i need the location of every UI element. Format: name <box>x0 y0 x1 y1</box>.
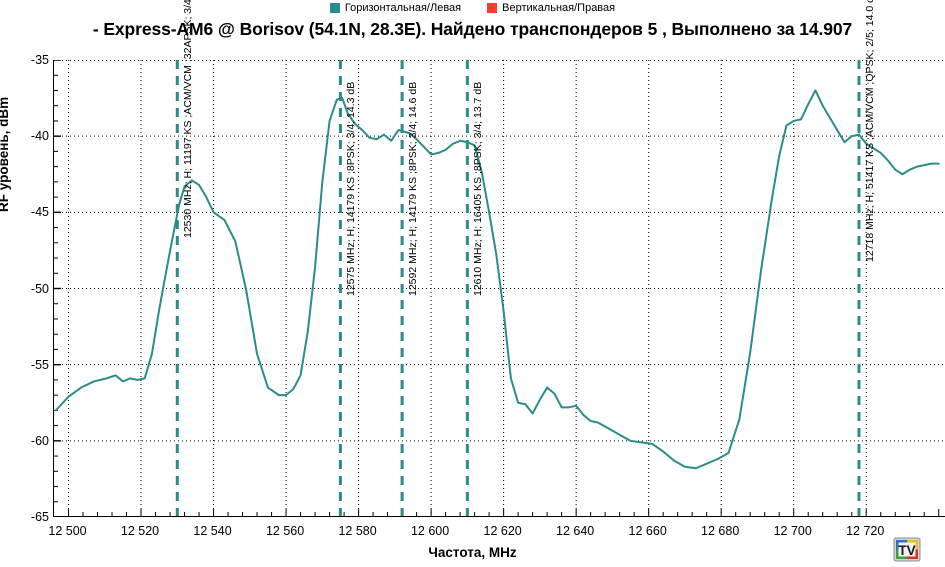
y-tick-label: -50 <box>30 281 49 296</box>
tv-logo: TV <box>893 537 921 562</box>
y-tick-label: -60 <box>30 433 49 448</box>
x-tick-label: 12 520 <box>120 524 160 538</box>
y-tick-label: -55 <box>30 357 49 372</box>
y-axis-tick-labels: -35 -40 -45 -50 -55 -60 -65 <box>0 0 49 567</box>
legend-item-0[interactable]: Горизонтальная/Левая <box>329 2 462 14</box>
transponder-marker-label-4: 12718 MHz; H; 51417 KS ;ACM/VCM ;QPSK; 2… <box>863 0 876 262</box>
x-tick-label: 12 660 <box>628 524 667 538</box>
y-tick-label: -35 <box>30 53 49 67</box>
legend-swatch-icon <box>487 3 498 13</box>
x-tick-label: 12 560 <box>265 524 305 538</box>
x-tick-label: 12 600 <box>410 524 450 538</box>
x-tick-label: 12 700 <box>773 524 812 538</box>
legend-item-1[interactable]: Вертикальная/Правая <box>487 2 615 14</box>
x-axis-title: Частота, MHz <box>428 545 517 560</box>
chart-title: - Express-AM6 @ Borisov (54.1N, 28.3E). … <box>92 19 853 39</box>
legend-swatch-icon <box>329 3 340 13</box>
legend-item-label: Вертикальная/Правая <box>502 2 616 14</box>
x-tick-label: 12 680 <box>701 524 740 538</box>
plot-area <box>53 60 945 517</box>
y-tick-label: -45 <box>30 205 49 220</box>
x-tick-label: 12 720 <box>846 524 885 538</box>
legend-item-label: Горизонтальная/Левая <box>344 2 462 14</box>
spectrum-plot-svg <box>54 60 945 516</box>
transponder-marker-label-0: 12530 MHz; H; 11197 KS ;ACM/VCM ;32APSK;… <box>182 0 195 238</box>
transponder-marker-label-2: 12592 MHz; H; 14179 KS ;8PSK; 3/4; 14.6 … <box>407 81 420 296</box>
y-tick-label: -40 <box>30 129 49 144</box>
x-tick-label: 12 620 <box>483 524 522 538</box>
x-tick-label: 12 500 <box>48 524 87 538</box>
chart-legend: Горизонтальная/Левая Вертикальная/Правая <box>0 2 945 14</box>
svg-text:TV: TV <box>898 543 915 558</box>
transponder-marker-label-3: 12610 MHz; H; 16405 KS ;8PSK; 3/4; 13.7 … <box>472 81 485 296</box>
x-tick-label: 12 580 <box>338 524 377 538</box>
x-tick-label: 12 540 <box>193 524 232 538</box>
series-line-0 <box>54 89 940 470</box>
x-tick-label: 12 640 <box>556 524 595 538</box>
y-tick-label: -65 <box>30 510 49 524</box>
transponder-marker-label-1: 12575 MHz; H; 14179 KS ;8PSK; 3/4; 14.3 … <box>345 81 358 296</box>
